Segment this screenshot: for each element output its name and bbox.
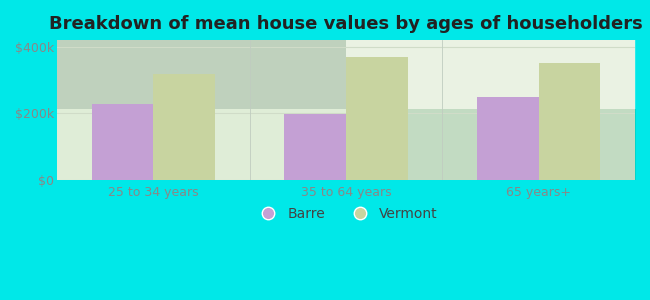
Title: Breakdown of mean house values by ages of householders: Breakdown of mean house values by ages o…: [49, 15, 643, 33]
Bar: [346, 57, 408, 180]
Bar: [539, 64, 601, 180]
Bar: [92, 104, 153, 180]
Bar: [477, 98, 539, 180]
Bar: [284, 115, 346, 180]
Bar: [153, 74, 215, 180]
Legend: Barre, Vermont: Barre, Vermont: [248, 201, 443, 226]
